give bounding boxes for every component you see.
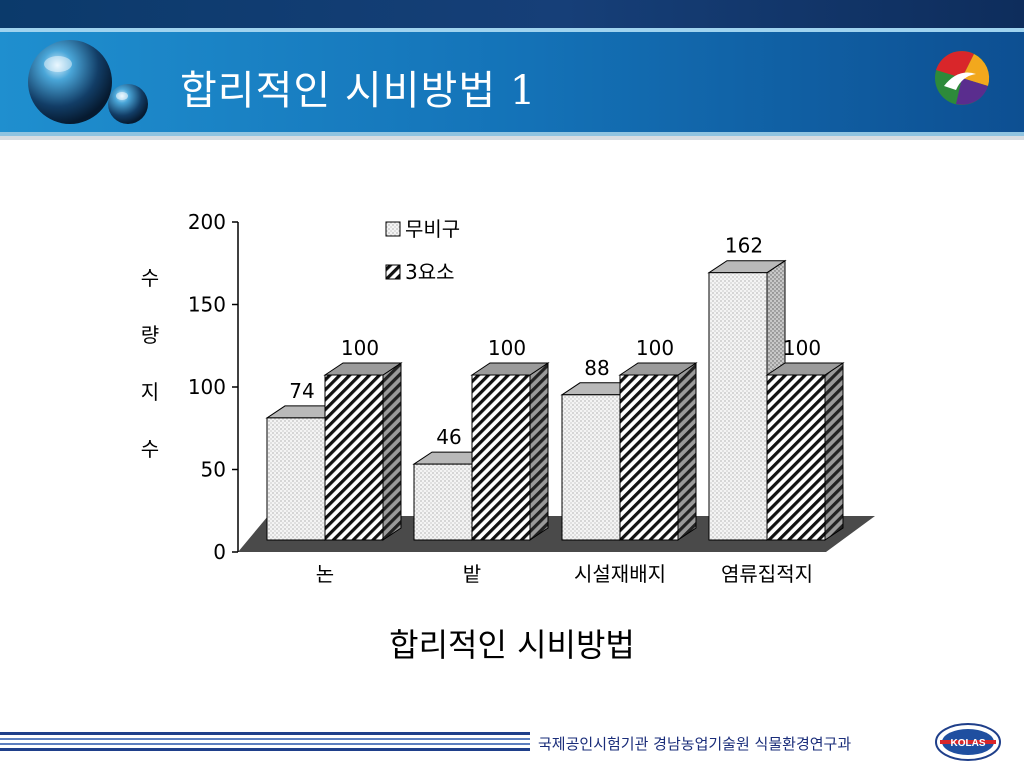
bar-side [529, 362, 549, 541]
chart-caption: 합리적인 시비방법 [389, 626, 635, 664]
bar-front [413, 463, 473, 541]
y-tick-label: 150 [188, 293, 226, 317]
x-tick-label: 염류집적지 [721, 562, 813, 586]
bar-side [824, 362, 844, 541]
data-label: 100 [783, 336, 821, 360]
header-banner [0, 0, 1024, 140]
data-label: 100 [488, 336, 526, 360]
data-label: 100 [341, 336, 379, 360]
legend-label: 3요소 [405, 260, 455, 284]
data-labels: 74 100 46 100 88 100 162 100 [289, 234, 821, 449]
bar-side [382, 362, 402, 541]
footer-organization: 국제공인시험기관 경남농업기술원 식물환경연구과 [538, 735, 852, 753]
bar-side [677, 362, 697, 541]
data-label: 162 [725, 234, 763, 258]
kolas-logo-text: KOLAS [951, 738, 986, 749]
y-tick-label: 0 [213, 540, 226, 564]
bar-front [561, 394, 621, 541]
y-tick-label: 200 [188, 210, 226, 234]
y-tick-label: 100 [188, 375, 226, 399]
y-axis-label-char: 수 [141, 437, 159, 461]
bar-front [619, 374, 679, 541]
x-tick-label: 시설재배지 [574, 562, 666, 586]
bar-npk-2 [618, 362, 698, 541]
footer-lines [0, 732, 530, 751]
legend-label: 무비구 [405, 217, 460, 241]
legend-swatch [385, 221, 401, 237]
bar-npk-0 [323, 362, 403, 541]
data-label: 100 [636, 336, 674, 360]
kolas-logo-icon: KOLAS [935, 723, 1001, 761]
x-axis-labels: 논 밭 시설재배지 염류집적지 [316, 562, 813, 586]
slide-title: 합리적인 시비방법 1 [180, 68, 537, 114]
bars [265, 259, 845, 541]
y-tick-label: 50 [201, 458, 226, 482]
bar-front [708, 272, 768, 541]
legend: 무비구 3요소 [385, 217, 460, 284]
x-tick-label: 밭 [463, 562, 481, 586]
data-label: 74 [289, 379, 314, 403]
data-label: 88 [584, 356, 609, 380]
y-axis: 0 50 100 150 200 [188, 210, 239, 564]
bar-front [471, 374, 531, 541]
y-axis-label-char: 수 [141, 266, 159, 290]
bar-front [266, 417, 326, 541]
legend-swatch [385, 264, 401, 280]
bar-front [324, 374, 384, 541]
y-axis-label-char: 량 [141, 323, 159, 347]
bar-npk-3 [765, 362, 845, 541]
emblem-icon [935, 51, 990, 105]
data-label: 46 [436, 425, 461, 449]
y-axis-label-char: 지 [141, 380, 159, 404]
sphere-logo-icon [28, 40, 148, 124]
x-tick-label: 논 [316, 562, 334, 586]
bar-npk-1 [470, 362, 550, 541]
bar-front [766, 374, 826, 541]
